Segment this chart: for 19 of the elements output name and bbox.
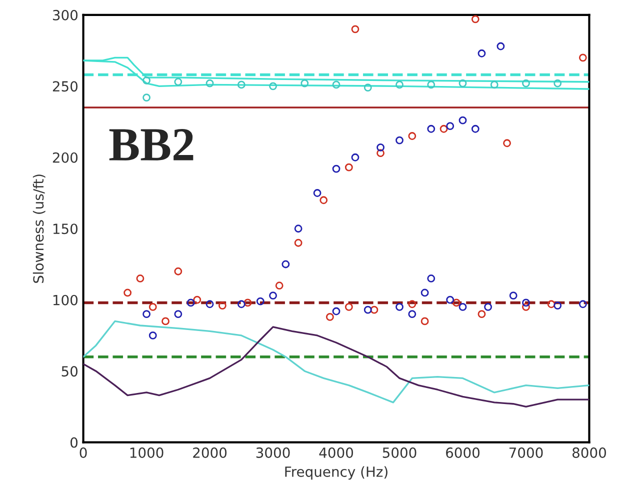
x-tick-label: 4000 [319,447,354,458]
x-axis-title: Frequency (Hz) [285,466,388,480]
y-tick-label: 200 [52,152,78,163]
x-tick-label: 5000 [382,447,416,458]
x-tick-label: 8000 [572,447,606,458]
y-tick-label: 100 [53,294,78,306]
y-tick-label: 250 [52,81,78,92]
x-tick-label: 6000 [446,447,480,458]
y-tick-label: 0 [70,437,78,448]
x-tick-label: 7000 [509,447,543,458]
x-tick-label: 1000 [130,447,164,458]
y-axis-title: Slowness (us/ft) [32,174,46,283]
annotation: BB2 [109,128,194,160]
y-tick-label: 50 [62,366,78,377]
y-tick-label: 150 [53,224,78,234]
x-tick-label: 0 [80,447,87,458]
x-tick-label: 3000 [256,447,290,458]
x-tick-label: 2000 [193,447,227,458]
y-tick-label: 300 [52,10,78,20]
